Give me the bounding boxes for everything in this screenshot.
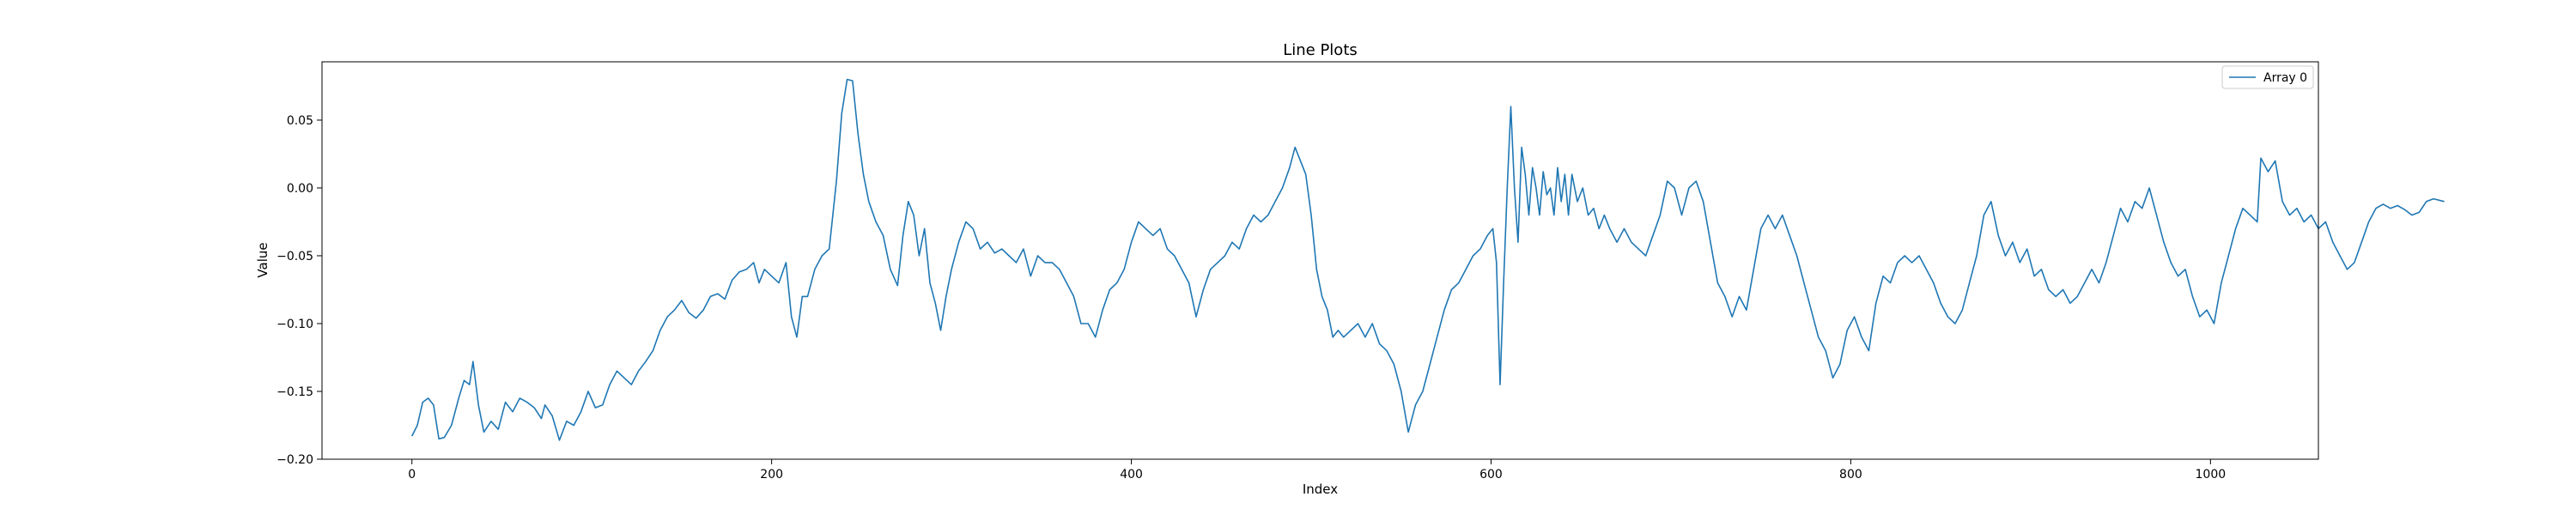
legend-box (2221, 65, 2314, 89)
x-tick-label: 1000 (2196, 468, 2227, 482)
plot-area (322, 62, 2318, 459)
x-tick-label: 200 (760, 468, 783, 482)
x-tick-label: 600 (1479, 468, 1503, 482)
legend: Array 0 (2221, 65, 2314, 89)
y-tick-label: 0.05 (287, 114, 313, 128)
y-tick-label: 0.00 (287, 182, 313, 196)
y-tick-label: −0.15 (276, 385, 313, 399)
x-tick-label: 0 (408, 468, 416, 482)
y-axis-label: Value (255, 242, 270, 277)
x-axis-label: Index (1303, 482, 1338, 497)
legend-entry-array-0: Array 0 (2263, 71, 2307, 85)
y-axis-ticks: −0.20 −0.15 −0.10 −0.05 0.00 0.05 (276, 114, 322, 467)
y-tick-label: −0.20 (276, 453, 313, 467)
y-tick-label: −0.10 (276, 318, 313, 331)
chart-title: Line Plots (1283, 41, 1358, 59)
series-line-array-0 (410, 78, 2445, 441)
x-tick-label: 800 (1839, 468, 1862, 482)
x-tick-label: 400 (1120, 468, 1143, 482)
plot-frame (321, 61, 2319, 460)
y-tick-label: −0.05 (276, 250, 313, 264)
x-axis-ticks: 0 200 400 600 800 1000 (408, 459, 2226, 482)
